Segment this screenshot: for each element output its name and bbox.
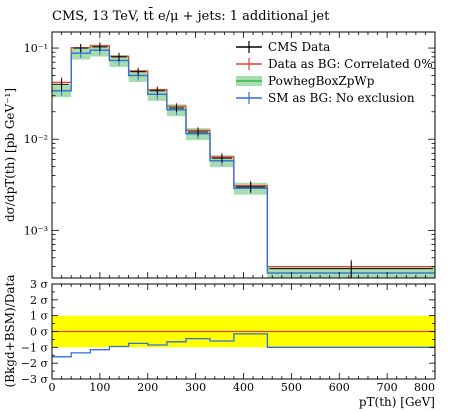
x-tick-label: 400	[233, 381, 254, 394]
main-y-tick-label: 10⁻¹	[24, 42, 48, 55]
ratio-y-tick-label: −2 σ	[21, 357, 49, 370]
x-tick-label: 300	[185, 381, 206, 394]
ratio-panel: 3 σ 2 σ 1 σ 0 σ −1 σ −2 σ −3 σ 0 100 200 300 400 50…	[3, 275, 436, 409]
x-tick-label: 0	[49, 381, 56, 394]
x-tick-label: 800	[414, 381, 435, 394]
ratio-y-tick-label: 0 σ	[30, 326, 48, 339]
x-tick-label: 700	[377, 381, 398, 394]
main-y-tick-label: 10⁻³	[24, 224, 48, 237]
x-tick-label: 200	[137, 381, 158, 394]
ratio-y-tick-label: 2 σ	[30, 294, 48, 307]
legend-entry: Data as BG: Correlated 0%	[268, 57, 433, 71]
legend-entry: PowhegBoxZpWp	[268, 74, 375, 88]
main-y-tick-label: 10⁻²	[24, 133, 48, 146]
y-axis-title: dσ/dpT(th) [pb GeV⁻¹]	[3, 88, 17, 222]
ratio-y-tick-label: −3 σ	[21, 373, 49, 386]
x-tick-label: 600	[329, 381, 350, 394]
legend-entry: SM as BG: No exclusion	[268, 91, 415, 105]
ratio-y-tick-label: 3 σ	[30, 278, 48, 291]
x-tick-label: 500	[281, 381, 302, 394]
x-tick-label: 100	[89, 381, 110, 394]
ratio-y-tick-label: 1 σ	[30, 310, 48, 323]
main-panel: 10⁻¹ 10⁻² 10⁻³ dσ/dpT(th) [pb GeV⁻¹]	[3, 31, 436, 279]
x-axis-title: pT(th) [GeV]	[359, 395, 435, 409]
ratio-y-tick-label: −1 σ	[21, 341, 49, 354]
legend: CMS Data Data as BG: Correlated 0% PowhegB…	[236, 40, 433, 105]
chart-title: CMS, 13 TeV, tt̄ e/μ + jets: 1 additiona…	[52, 7, 330, 24]
legend-entry: CMS Data	[268, 40, 330, 54]
ratio-y-axis-title: (Bkgd+BSM)/Data	[3, 275, 17, 388]
ratio-sm-as-bg-line	[52, 333, 435, 358]
